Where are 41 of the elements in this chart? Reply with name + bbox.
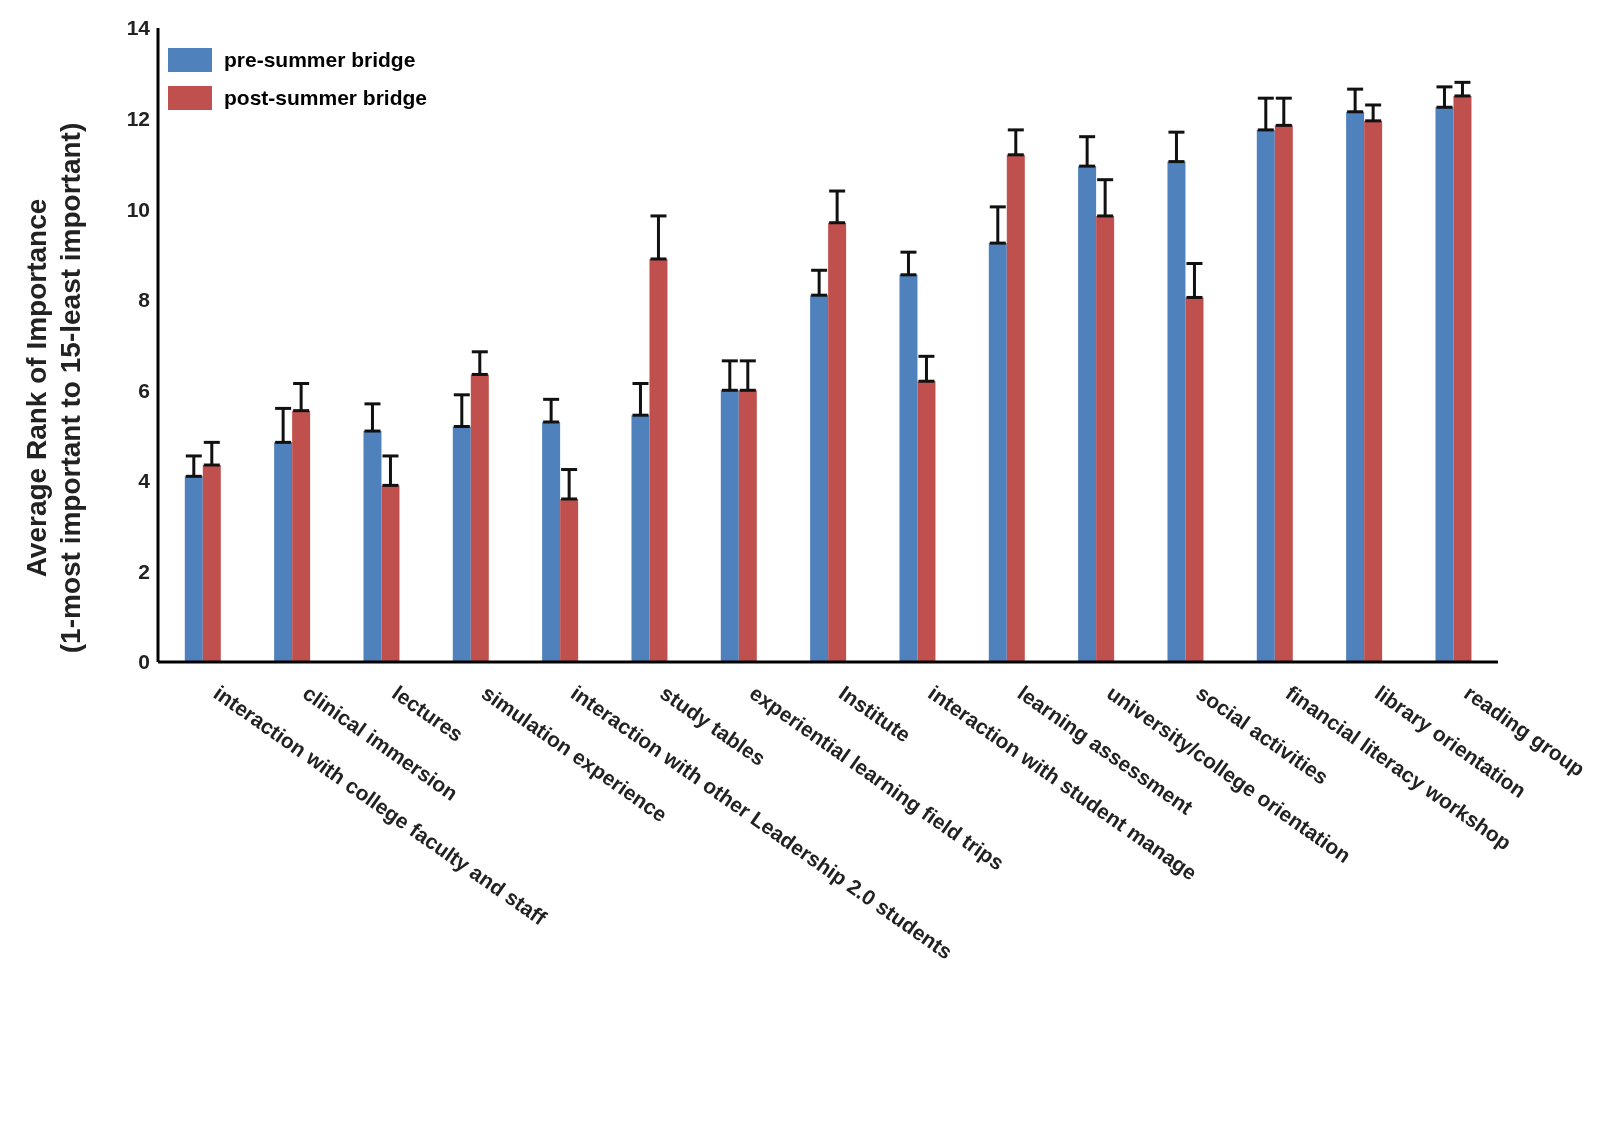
bar [1096, 215, 1115, 662]
y-tick-label: 4 [138, 469, 151, 493]
bar [560, 498, 579, 662]
y-tick-label: 8 [138, 288, 151, 312]
bar [917, 381, 936, 662]
bar [292, 410, 311, 662]
bar [899, 274, 918, 662]
bar [988, 243, 1007, 662]
bar [738, 390, 757, 662]
bar [1364, 120, 1383, 662]
bar [184, 476, 203, 662]
bar [1274, 125, 1293, 662]
bar [1256, 129, 1275, 662]
bar [381, 485, 400, 662]
bar [1453, 95, 1472, 662]
bar [1078, 166, 1097, 662]
bar [810, 295, 829, 662]
bar [452, 426, 471, 662]
y-tick-label: 2 [138, 559, 150, 583]
y-tick-label: 10 [126, 197, 150, 221]
bar [1435, 107, 1454, 662]
bar [828, 222, 847, 662]
bar [1006, 154, 1025, 662]
bar [202, 465, 221, 662]
bar [720, 390, 739, 662]
bar [363, 431, 382, 662]
y-axis-title: Average Rank of Importance (1-most important to 15-least important) [21, 122, 86, 654]
bar [631, 415, 650, 662]
legend-label: post-summer bridge [224, 86, 428, 110]
bar [1167, 161, 1186, 662]
bar [649, 258, 668, 662]
bar [1185, 297, 1204, 662]
bar [274, 442, 293, 662]
y-tick-label: 0 [138, 650, 150, 674]
bar [1346, 111, 1365, 662]
y-tick-label: 6 [138, 378, 150, 402]
bar [542, 421, 561, 662]
legend-label: pre-summer bridge [224, 48, 416, 72]
y-tick-label: 12 [126, 107, 150, 131]
bar [470, 374, 489, 662]
y-tick-label: 14 [126, 16, 151, 40]
